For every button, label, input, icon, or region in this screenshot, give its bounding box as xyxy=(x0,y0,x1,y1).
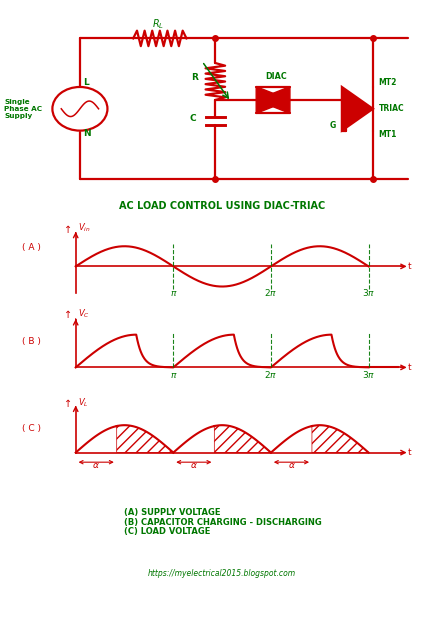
Text: $V_{in}$: $V_{in}$ xyxy=(78,221,91,234)
Text: $V_C$: $V_C$ xyxy=(78,307,90,320)
Text: t: t xyxy=(408,363,412,372)
Text: $\pi$: $\pi$ xyxy=(170,289,177,298)
Polygon shape xyxy=(342,87,373,131)
Text: $\uparrow$: $\uparrow$ xyxy=(62,223,72,235)
Text: t: t xyxy=(408,262,412,271)
Text: $\alpha$: $\alpha$ xyxy=(92,461,100,470)
Text: ( C ): ( C ) xyxy=(22,424,41,433)
Text: R: R xyxy=(191,73,198,82)
Polygon shape xyxy=(256,86,290,113)
Text: $\uparrow$: $\uparrow$ xyxy=(62,397,72,410)
Text: ( B ): ( B ) xyxy=(22,337,41,346)
Text: ( A ): ( A ) xyxy=(22,243,41,252)
Text: $R_L$: $R_L$ xyxy=(151,17,164,31)
Text: $3\pi$: $3\pi$ xyxy=(362,287,375,298)
Text: $\pi$: $\pi$ xyxy=(170,371,177,380)
Text: DIAC: DIAC xyxy=(265,72,287,81)
Text: $\alpha$: $\alpha$ xyxy=(190,461,198,470)
Text: MT2: MT2 xyxy=(379,78,397,87)
Text: (C) LOAD VOLTAGE: (C) LOAD VOLTAGE xyxy=(124,527,211,536)
Text: $3\pi$: $3\pi$ xyxy=(362,369,375,380)
Text: (A) SUPPLY VOLTAGE: (A) SUPPLY VOLTAGE xyxy=(124,508,221,517)
Text: N: N xyxy=(83,129,91,138)
Text: Single
Phase AC
Supply: Single Phase AC Supply xyxy=(4,99,43,119)
Text: $V_L$: $V_L$ xyxy=(78,396,89,409)
Text: C: C xyxy=(190,114,196,123)
Text: $2\pi$: $2\pi$ xyxy=(264,287,278,298)
Text: TRIAC: TRIAC xyxy=(379,104,404,113)
Text: $\uparrow$: $\uparrow$ xyxy=(62,308,72,320)
Text: MT1: MT1 xyxy=(379,130,397,139)
Text: AC LOAD CONTROL USING DIAC-TRIAC: AC LOAD CONTROL USING DIAC-TRIAC xyxy=(119,201,325,211)
Text: G: G xyxy=(329,121,336,130)
Text: (B) CAPACITOR CHARGING - DISCHARGING: (B) CAPACITOR CHARGING - DISCHARGING xyxy=(124,518,322,527)
Text: L: L xyxy=(83,78,89,87)
Text: $2\pi$: $2\pi$ xyxy=(264,369,278,380)
Text: $\alpha$: $\alpha$ xyxy=(288,461,295,470)
Text: https://myelectrical2015.blogspot.com: https://myelectrical2015.blogspot.com xyxy=(148,569,296,578)
Polygon shape xyxy=(256,86,290,113)
Text: t: t xyxy=(408,448,412,457)
